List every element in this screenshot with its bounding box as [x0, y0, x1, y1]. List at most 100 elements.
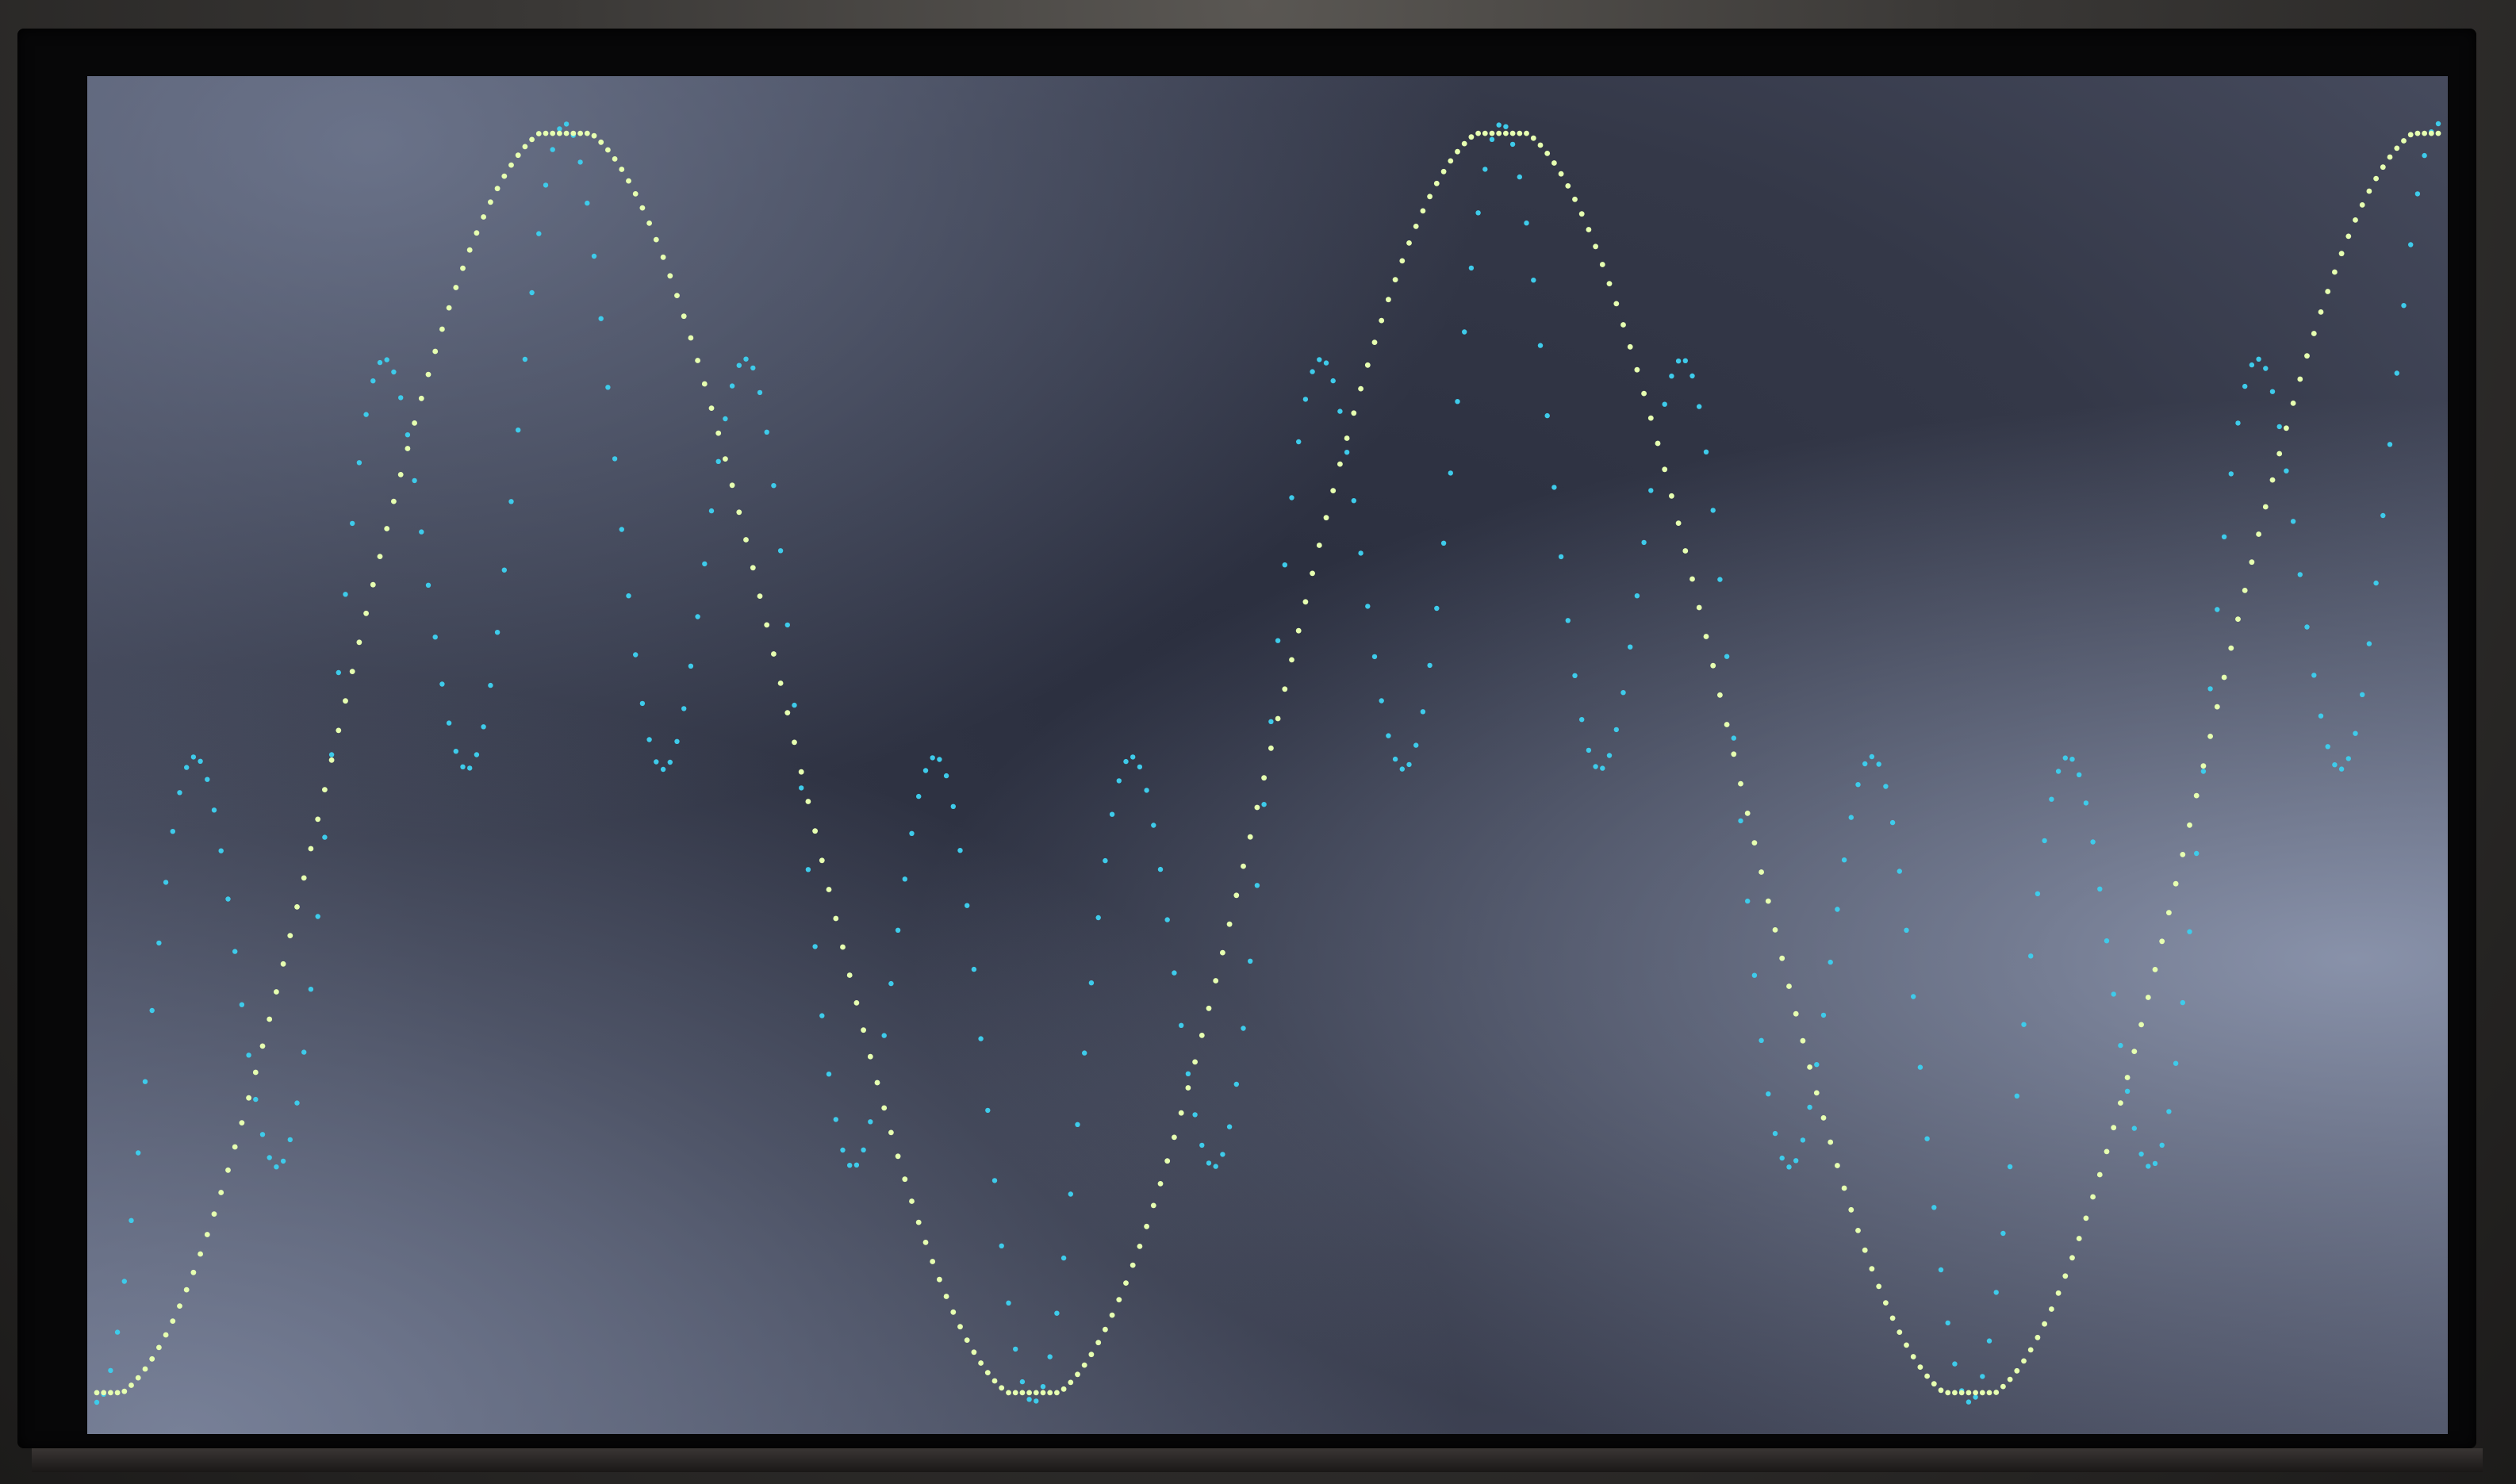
trace-cyan-point [1835, 907, 1840, 912]
trace-green-point [2049, 1306, 2054, 1312]
trace-cyan-point [2090, 839, 2096, 845]
trace-cyan-point [1814, 1062, 1820, 1068]
trace-cyan-point [1248, 958, 1253, 964]
trace-cyan-point [1019, 1379, 1026, 1385]
trace-green-point [922, 1240, 929, 1245]
trace-cyan-point [149, 1007, 155, 1014]
trace-cyan-point [1869, 754, 1875, 760]
trace-cyan-point [557, 126, 562, 132]
trace-cyan-point [2304, 624, 2310, 630]
trace-green-point [1641, 390, 1647, 397]
trace-green-point [861, 1027, 866, 1033]
trace-cyan-point [2366, 641, 2372, 646]
trace-green-point [2118, 1100, 2123, 1106]
trace-green-point [563, 130, 570, 136]
trace-green-point [812, 828, 818, 834]
trace-green-point [1282, 686, 1288, 692]
trace-cyan-point [2360, 692, 2365, 697]
trace-green-point [1634, 366, 1640, 373]
trace-cyan-point [2062, 755, 2068, 761]
trace-cyan-point [723, 416, 728, 422]
trace-green-point [1468, 134, 1475, 140]
trace-cyan-point [957, 848, 963, 853]
trace-cyan-point [1482, 167, 1488, 172]
trace-green-point [653, 236, 659, 243]
trace-cyan-point [1241, 1026, 1246, 1031]
trace-green-point [1475, 130, 1481, 136]
trace-cyan-point [370, 378, 376, 384]
trace-green-point [1841, 1185, 1847, 1191]
trace-cyan-point [508, 499, 514, 504]
oscilloscope-plot [94, 121, 2441, 1405]
trace-cyan-point [1026, 1397, 1032, 1402]
trace-cyan-point [1883, 784, 1889, 789]
trace-green-point [1828, 1139, 1834, 1145]
trace-green-point [356, 639, 362, 646]
trace-cyan-point [943, 773, 949, 779]
trace-cyan-point [190, 754, 197, 760]
trace-cyan-point [1745, 898, 1751, 904]
trace-green-point [535, 131, 542, 136]
trace-green-point [1593, 243, 1598, 250]
trace-cyan-point [1820, 1012, 1827, 1018]
trace-cyan-point [861, 1147, 866, 1153]
trace-green-point [1793, 1010, 1799, 1017]
trace-green-point [1420, 208, 1426, 214]
trace-green-point [584, 130, 590, 136]
trace-cyan-point [1489, 136, 1495, 142]
trace-green-point [950, 1309, 957, 1315]
trace-cyan-point [2373, 580, 2379, 586]
trace-green-point [439, 326, 445, 332]
trace-cyan-point [550, 147, 555, 152]
trace-green-point [1530, 135, 1536, 141]
trace-green-point [750, 565, 756, 571]
trace-green-point [2311, 331, 2317, 336]
trace-green-point [1731, 751, 1737, 757]
trace-cyan-point [591, 253, 597, 259]
trace-green-point [2152, 967, 2158, 972]
trace-green-point [1213, 978, 1219, 984]
trace-green-point [1993, 1390, 2000, 1395]
trace-cyan-point [660, 766, 666, 773]
trace-green-point [798, 769, 804, 775]
trace-cyan-point [833, 1117, 838, 1122]
trace-green-point [2014, 1367, 2020, 1374]
trace-cyan-point [287, 1137, 293, 1143]
trace-green-point [2284, 425, 2289, 431]
trace-green-point [1917, 1364, 1923, 1370]
trace-cyan-point [1945, 1320, 1950, 1326]
trace-green-point [2228, 645, 2234, 651]
trace-green-point [646, 220, 652, 226]
trace-cyan-point [1192, 1112, 1198, 1118]
trace-cyan-point [777, 548, 784, 554]
trace-cyan-point [2276, 424, 2282, 430]
trace-green-point [943, 1294, 949, 1299]
trace-cyan-point [1697, 404, 1702, 409]
trace-cyan-point [1323, 360, 1329, 366]
trace-cyan-point [1116, 778, 1122, 784]
trace-cyan-point [1973, 1394, 1978, 1400]
trace-green-point [1178, 1110, 1184, 1116]
trace-green-point [1904, 1342, 1909, 1348]
trace-green-point [156, 1344, 162, 1351]
trace-green-point [688, 335, 694, 341]
trace-green-point [930, 1259, 936, 1264]
trace-green-point [1897, 1329, 1903, 1335]
trace-green-point [418, 395, 424, 401]
trace-cyan-point [805, 867, 811, 872]
trace-cyan-point [2200, 769, 2207, 774]
trace-cyan-point [1524, 220, 1529, 226]
trace-green-point [729, 482, 735, 489]
trace-green-point [1509, 130, 1516, 136]
trace-cyan-point [792, 702, 797, 708]
trace-green-point [978, 1360, 984, 1366]
trace-green-point [2304, 353, 2310, 359]
trace-cyan-point [108, 1367, 113, 1374]
trace-green-point [1876, 1283, 1882, 1290]
trace-cyan-point [667, 759, 673, 765]
trace-green-point [432, 348, 439, 355]
trace-cyan-point [2000, 1230, 2006, 1237]
trace-green-point [660, 254, 666, 260]
trace-green-point [757, 593, 763, 599]
trace-green-point [294, 904, 300, 910]
